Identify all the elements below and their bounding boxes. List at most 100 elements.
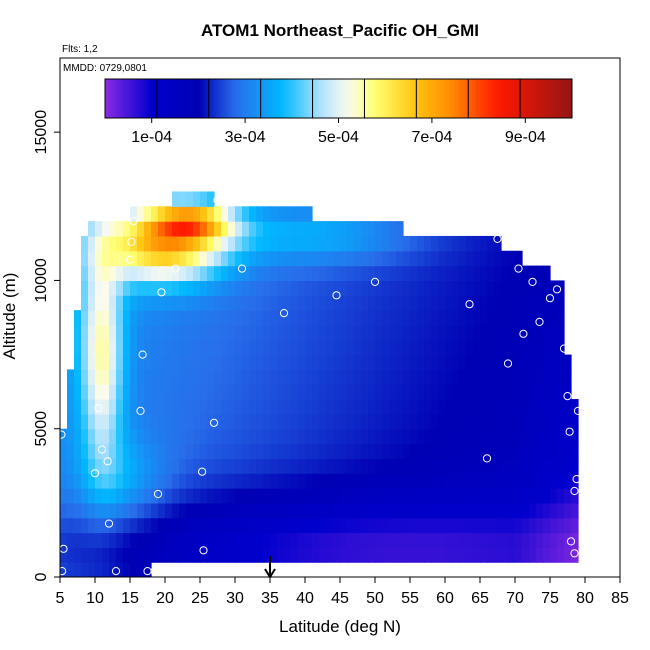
heatmap-cell xyxy=(270,399,278,415)
heatmap-cell xyxy=(270,280,278,296)
heatmap-cell xyxy=(249,547,257,563)
heatmap-cell xyxy=(193,547,201,563)
heatmap-cell xyxy=(81,517,89,534)
heatmap-cell xyxy=(207,339,215,356)
heatmap-cell xyxy=(529,502,537,519)
heatmap-cell xyxy=(284,280,292,296)
heatmap-cell xyxy=(326,399,334,415)
heatmap-cell xyxy=(543,532,551,548)
heatmap-cell xyxy=(459,443,467,459)
heatmap-cell xyxy=(522,413,530,430)
heatmap-cell xyxy=(235,458,243,474)
heatmap-cell xyxy=(557,369,565,385)
heatmap-cell xyxy=(445,502,453,519)
heatmap-cell xyxy=(354,488,362,504)
heatmap-cell xyxy=(144,339,152,356)
heatmap-cell xyxy=(186,339,194,356)
colorbar-tick-label: 1e-04 xyxy=(131,129,172,146)
heatmap-cell xyxy=(256,206,264,222)
heatmap-cell xyxy=(508,399,516,415)
heatmap-cell xyxy=(417,339,425,356)
heatmap-cell xyxy=(389,310,397,326)
heatmap-cell xyxy=(298,250,306,267)
heatmap-cell xyxy=(242,488,250,504)
heatmap-cell xyxy=(312,458,320,474)
heatmap-cell xyxy=(158,250,166,267)
heatmap-cell xyxy=(382,502,390,519)
observation-point xyxy=(566,537,576,546)
heatmap-cell xyxy=(221,324,229,341)
heatmap-cell xyxy=(116,428,124,445)
heatmap-cell xyxy=(102,250,110,267)
heatmap-cell xyxy=(249,384,257,400)
heatmap-cell xyxy=(81,339,89,356)
heatmap-cell xyxy=(340,443,348,459)
heatmap-cell xyxy=(263,413,271,430)
heatmap-cell xyxy=(270,458,278,474)
heatmap-cell xyxy=(137,488,145,504)
heatmap-cell xyxy=(186,488,194,504)
heatmap-cell xyxy=(557,324,565,341)
heatmap-cell xyxy=(354,221,362,237)
heatmap-cell xyxy=(263,280,271,296)
heatmap-cell xyxy=(347,502,355,519)
heatmap-cell xyxy=(221,221,229,237)
heatmap-cell xyxy=(389,354,397,370)
heatmap-cell xyxy=(256,354,264,370)
heatmap-cell xyxy=(207,532,215,548)
heatmap-cell xyxy=(557,517,565,534)
heatmap-cell xyxy=(452,428,460,445)
heatmap-cell xyxy=(347,399,355,415)
heatmap-cell xyxy=(270,221,278,237)
observation-point xyxy=(213,196,222,205)
heatmap-cell xyxy=(74,502,82,519)
heatmap-cell xyxy=(375,354,383,370)
heatmap-cell xyxy=(116,488,124,504)
heatmap-cell xyxy=(165,235,173,252)
heatmap-cell xyxy=(382,324,390,341)
heatmap-cell xyxy=(375,310,383,326)
heatmap-cell xyxy=(550,324,558,341)
heatmap-cell xyxy=(102,473,110,489)
heatmap-cell xyxy=(256,547,264,563)
heatmap-cell xyxy=(480,384,488,400)
heatmap-cell xyxy=(340,413,348,430)
heatmap-cell xyxy=(347,458,355,474)
heatmap-cell xyxy=(144,399,152,415)
heatmap-cell xyxy=(102,458,110,474)
heatmap-cell xyxy=(452,295,460,311)
heatmap-cell xyxy=(487,547,495,563)
observation-point xyxy=(58,567,67,576)
heatmap-cell xyxy=(235,517,243,534)
heatmap-cell xyxy=(375,221,383,237)
heatmap-cell xyxy=(466,532,474,548)
heatmap-cell xyxy=(347,473,355,489)
heatmap-cell xyxy=(333,428,341,445)
heatmap-cell xyxy=(305,443,313,459)
heatmap-cell xyxy=(403,369,411,385)
heatmap-cell xyxy=(529,310,537,326)
heatmap-cell xyxy=(361,295,369,311)
heatmap-cell xyxy=(137,413,145,430)
heatmap-cell xyxy=(130,443,138,459)
heatmap-cell xyxy=(200,443,208,459)
heatmap-cell xyxy=(312,369,320,385)
heatmap-cell xyxy=(263,488,271,504)
heatmap-cell xyxy=(207,265,215,282)
heatmap-cell xyxy=(333,502,341,519)
heatmap-cell xyxy=(165,399,173,415)
heatmap-cell xyxy=(151,354,159,370)
heatmap-cell xyxy=(291,369,299,385)
heatmap-cell xyxy=(340,324,348,341)
heatmap-cell xyxy=(172,458,180,474)
heatmap-cell xyxy=(431,547,439,563)
heatmap-cell xyxy=(564,428,572,445)
heatmap-cell xyxy=(382,280,390,296)
heatmap-cell xyxy=(172,532,180,548)
heatmap-cell xyxy=(298,443,306,459)
heatmap-cell xyxy=(487,458,495,474)
heatmap-cell xyxy=(354,235,362,252)
heatmap-cell xyxy=(480,399,488,415)
heatmap-cell xyxy=(256,280,264,296)
heatmap-cell xyxy=(368,443,376,459)
